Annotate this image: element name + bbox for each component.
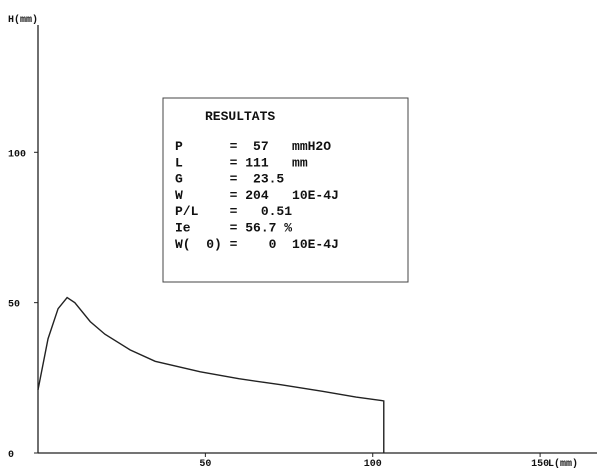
x-tick-label: 100	[364, 459, 382, 469]
y-tick-label: 50	[8, 300, 20, 311]
x-tick-label: 50	[199, 459, 211, 469]
result-row: P/L = 0.51	[175, 204, 292, 219]
result-row: W( 0) = 0 10E-4J	[175, 237, 339, 252]
result-row: L = 111 mm	[175, 155, 308, 170]
x-tick-label: 150	[531, 459, 549, 469]
y-tick-label: 100	[8, 149, 26, 160]
x-axis-label: L(mm)	[548, 458, 578, 469]
curve	[37, 296, 385, 453]
results-title: RESULTATS	[205, 109, 275, 124]
results-box	[162, 97, 409, 283]
result-row: Ie = 56.7 %	[175, 221, 292, 236]
result-row: W = 204 10E-4J	[175, 188, 339, 203]
result-row: P = 57 mmH2O	[175, 139, 331, 154]
y-axis-label: H(mm)	[8, 14, 38, 26]
result-row: G = 23.5	[175, 172, 284, 187]
y-tick-label: 0	[8, 450, 14, 461]
